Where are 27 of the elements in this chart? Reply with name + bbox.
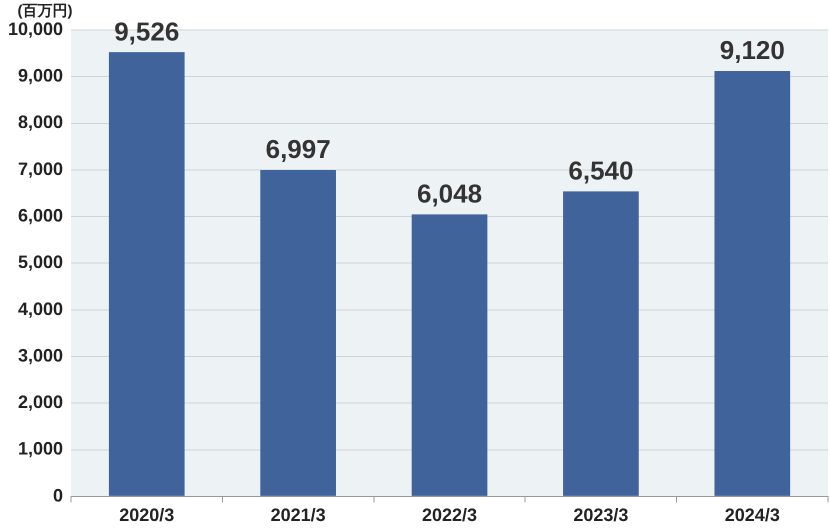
data-label: 9,526	[114, 16, 180, 46]
data-label: 6,048	[416, 178, 482, 208]
y-axis-title: (百万円)	[18, 2, 72, 20]
bar	[412, 214, 488, 496]
x-tick-label: 2022/3	[422, 505, 478, 526]
y-tick-label: 0	[53, 485, 64, 506]
x-tick-label: 2021/3	[270, 505, 326, 526]
y-tick-label: 10,000	[8, 18, 64, 39]
data-label: 6,997	[266, 134, 331, 164]
x-tick-label: 2024/3	[724, 505, 780, 526]
y-tick-label: 5,000	[18, 252, 64, 272]
y-tick-label: 4,000	[18, 298, 64, 319]
bar	[714, 71, 790, 496]
y-tick-label: 8,000	[18, 112, 64, 132]
y-tick-label: 9,000	[18, 66, 64, 86]
x-tick-label: 2020/3	[119, 505, 174, 526]
bar	[563, 191, 639, 496]
y-tick-label: 7,000	[18, 158, 64, 179]
y-tick-label: 3,000	[18, 345, 64, 366]
y-tick-label: 6,000	[18, 206, 64, 226]
bar	[260, 170, 336, 496]
data-label: 6,540	[568, 156, 634, 186]
data-label: 9,120	[720, 35, 785, 66]
y-tick-label: 2,000	[18, 392, 64, 412]
x-tick-label: 2023/3	[573, 505, 628, 526]
bar	[108, 52, 185, 496]
y-tick-label: 1,000	[18, 438, 64, 459]
